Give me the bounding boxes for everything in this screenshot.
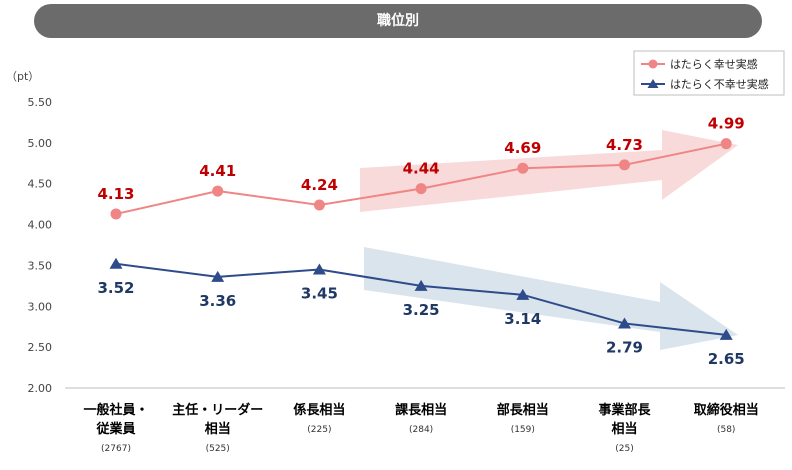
y-tick-label: 2.50 bbox=[28, 341, 53, 354]
y-tick-label: 3.00 bbox=[28, 300, 53, 313]
data-label: 4.73 bbox=[606, 136, 643, 154]
x-category-label: 係長相当 bbox=[293, 402, 345, 418]
x-category-count: (225) bbox=[307, 425, 331, 435]
data-label: 3.52 bbox=[97, 279, 134, 297]
data-label: 2.79 bbox=[606, 338, 643, 356]
y-tick-label: 5.50 bbox=[28, 96, 53, 109]
y-tick-label: 2.00 bbox=[28, 382, 53, 395]
downward-trend-arrow bbox=[364, 247, 738, 350]
x-category-label: 相当 bbox=[611, 421, 637, 437]
x-category-label: 部長相当 bbox=[497, 402, 549, 418]
x-category-label: 相当 bbox=[205, 421, 231, 437]
data-label: 4.99 bbox=[708, 115, 745, 133]
x-category-count: (58) bbox=[717, 425, 735, 435]
x-category-label: 主任・リーダー bbox=[172, 402, 263, 418]
x-category-label: 取締役相当 bbox=[694, 402, 759, 418]
happiness-point bbox=[313, 199, 325, 211]
x-category-label: 事業部長 bbox=[598, 402, 651, 418]
upward-trend-arrow bbox=[360, 130, 738, 212]
data-label: 3.14 bbox=[504, 310, 541, 328]
happiness-point bbox=[415, 183, 427, 195]
data-label: 3.25 bbox=[403, 301, 440, 319]
y-tick-label: 4.50 bbox=[28, 178, 53, 191]
series-layer bbox=[109, 138, 733, 340]
unhappiness-point bbox=[109, 257, 123, 269]
data-label: 3.45 bbox=[301, 285, 338, 303]
data-label: 4.13 bbox=[97, 185, 134, 203]
x-category-count: (25) bbox=[615, 444, 633, 454]
x-category-label: 従業員 bbox=[95, 421, 135, 437]
x-axis-categories: 一般社員・従業員(2767)主任・リーダー相当(525)係長相当(225)課長相… bbox=[83, 402, 758, 454]
unhappiness-point bbox=[516, 288, 530, 300]
happiness-point bbox=[110, 208, 122, 220]
unhappiness-point bbox=[211, 270, 225, 282]
y-axis-unit: （pt） bbox=[6, 70, 39, 83]
unhappiness-point bbox=[618, 317, 631, 329]
x-category-count: (159) bbox=[511, 425, 535, 435]
happiness-point bbox=[212, 185, 224, 197]
happiness-point bbox=[720, 138, 732, 150]
x-category-count: (2767) bbox=[101, 444, 131, 454]
unhappiness-point bbox=[414, 279, 428, 291]
x-category-label: 課長相当 bbox=[395, 402, 447, 418]
data-label: 4.44 bbox=[403, 160, 440, 178]
chart-header-bar: 職位別 bbox=[34, 4, 762, 38]
happiness-point bbox=[619, 159, 630, 171]
data-label: 3.36 bbox=[199, 292, 236, 310]
data-label: 4.69 bbox=[504, 139, 541, 157]
y-tick-label: 3.50 bbox=[28, 259, 53, 272]
x-category-count: (525) bbox=[206, 444, 230, 454]
legend-circle-marker bbox=[648, 59, 658, 69]
chart-title: 職位別 bbox=[377, 13, 419, 29]
data-label: 4.24 bbox=[301, 176, 338, 194]
data-labels: 4.13 4.41 4.24 4.44 4.69 4.73 4.99 3.52 3.36 3.45… bbox=[97, 115, 744, 368]
legend-label: はたらく不幸せ実感 bbox=[670, 77, 769, 91]
legend-triangle-marker bbox=[647, 79, 659, 88]
y-tick-label: 4.00 bbox=[28, 219, 53, 232]
data-label: 4.41 bbox=[199, 162, 236, 180]
x-category-count: (284) bbox=[409, 425, 433, 435]
x-category-label: 一般社員・ bbox=[83, 402, 148, 418]
legend-label: はたらく幸せ実感 bbox=[670, 57, 758, 71]
unhappiness-point bbox=[312, 263, 326, 275]
data-label: 2.65 bbox=[708, 350, 745, 368]
unhappiness-point bbox=[719, 328, 733, 340]
happiness-point bbox=[517, 162, 529, 174]
y-tick-label: 5.00 bbox=[28, 137, 53, 150]
y-axis: 5.50 5.00 4.50 4.00 3.50 3.00 2.50 2.00 bbox=[28, 96, 53, 395]
legend-box bbox=[633, 50, 785, 96]
